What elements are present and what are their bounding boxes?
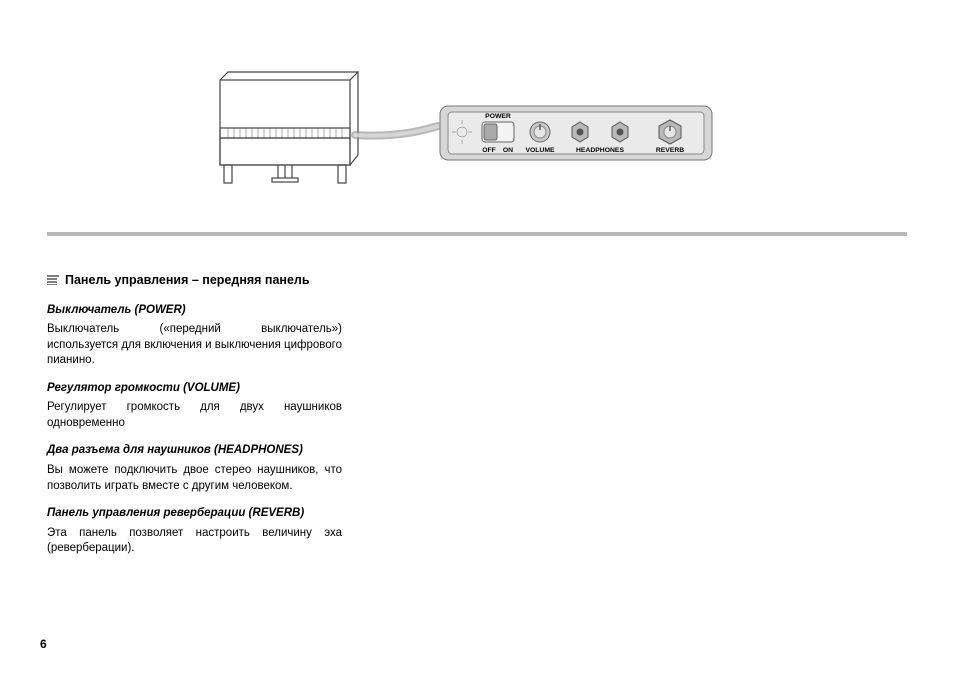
content-column: Панель управления – передняя панель Выкл… xyxy=(47,272,467,563)
section-divider xyxy=(47,232,907,236)
panel-off-label: OFF xyxy=(482,147,496,154)
power-body: Выключатель («передний выключатель») исп… xyxy=(47,322,342,369)
panel-headphones-label: HEADPHONES xyxy=(576,147,624,154)
headphone-jack-2 xyxy=(612,122,628,142)
reverb-body: Эта панель позволяет настроить величину … xyxy=(47,526,342,557)
panel-volume-label: VOLUME xyxy=(525,147,555,154)
volume-body: Регулирует громкость для двух наушников … xyxy=(47,400,342,431)
section-heading: Панель управления – передняя панель xyxy=(47,272,467,289)
panel-reverb-label: REVERB xyxy=(656,147,684,154)
power-heading: Выключатель (POWER) xyxy=(47,303,467,319)
panel-on-label: ON xyxy=(503,147,513,154)
list-icon xyxy=(47,275,59,285)
reverb-heading: Панель управления реверберации (REVERB) xyxy=(47,506,467,522)
headphones-heading: Два разъема для наушников (HEADPHONES) xyxy=(47,443,467,459)
main-heading-text: Панель управления – передняя панель xyxy=(65,272,310,289)
piano-illustration xyxy=(220,72,358,183)
headphones-body: Вы можете подключить двое стерео наушник… xyxy=(47,463,342,494)
headphone-jack-1 xyxy=(572,122,588,142)
panel-power-top-label: POWER xyxy=(485,113,511,120)
page-number: 6 xyxy=(40,637,47,651)
illustration-area: POWER OFF ON VOLUME HEADPHONES xyxy=(200,60,720,190)
control-panel-illustration: POWER OFF ON VOLUME HEADPHONES xyxy=(440,106,712,160)
volume-heading: Регулятор громкости (VOLUME) xyxy=(47,381,467,397)
